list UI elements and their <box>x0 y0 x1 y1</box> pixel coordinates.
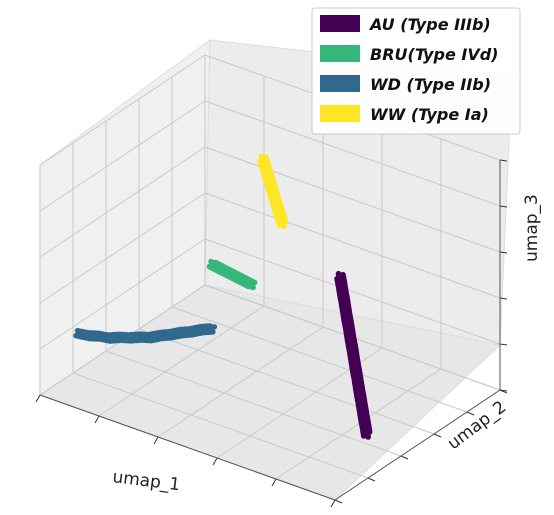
legend-frame <box>311 7 521 135</box>
data-point <box>207 323 213 329</box>
y-axis-tick <box>499 389 508 394</box>
data-point <box>250 284 256 291</box>
y-axis-tick <box>466 411 475 416</box>
grid-line <box>105 350 402 457</box>
legend-label-ww: WW (Type Ia) <box>370 105 489 124</box>
grid-line <box>98 305 265 417</box>
z-axis-label: umap_3 <box>522 194 542 262</box>
y-axis-tick <box>400 455 409 460</box>
legend-swatch-au <box>320 15 360 32</box>
data-point <box>362 428 369 434</box>
data-point <box>247 278 253 285</box>
grid-line <box>72 372 369 479</box>
data-point <box>281 223 287 230</box>
grid-line <box>204 192 501 299</box>
y-axis-tick <box>367 477 376 482</box>
legend-swatch-wd <box>320 75 360 92</box>
grid-line <box>171 306 468 413</box>
grid-line <box>275 368 442 480</box>
x-axis-tick <box>94 415 100 424</box>
axis-ticks <box>35 159 508 508</box>
data-point <box>245 283 252 290</box>
data-point <box>360 433 367 439</box>
grid-line <box>39 54 206 166</box>
x-axis-tick <box>212 457 218 466</box>
legend-label-wd: WD (Type IIb) <box>370 75 491 94</box>
y-axis-tick <box>433 433 442 438</box>
x-axis-tick <box>153 436 159 445</box>
z-axis-tick <box>499 205 508 208</box>
data-point <box>282 218 289 225</box>
z-axis-tick <box>499 297 508 300</box>
grid-line <box>204 100 501 207</box>
data-point <box>365 434 372 440</box>
y-axis-tick <box>334 499 343 504</box>
data-point <box>205 328 212 334</box>
data-point <box>251 279 258 286</box>
data-point <box>211 324 218 330</box>
data-point <box>276 222 283 229</box>
x-axis-line <box>39 394 336 501</box>
z-axis-tick <box>499 343 508 346</box>
grid-line <box>39 192 206 304</box>
x-axis-tick <box>330 499 336 508</box>
legend-label-au: AU (Type IIIb) <box>368 15 491 34</box>
x-axis-tick <box>35 394 41 403</box>
data-point <box>210 329 216 335</box>
grid-line <box>204 238 501 345</box>
y-axis-line <box>334 389 501 501</box>
grid-line <box>39 100 206 212</box>
grid-line <box>138 328 435 435</box>
data-point <box>278 217 284 224</box>
legend-swatch-bru <box>320 45 360 62</box>
z-axis-tick <box>499 251 508 254</box>
data-points <box>73 153 373 440</box>
grid-line <box>204 146 501 253</box>
data-point <box>366 429 373 435</box>
grid-line <box>39 238 206 350</box>
grid-line <box>157 326 324 438</box>
x-axis-label: umap_1 <box>111 467 181 495</box>
z-axis-tick <box>499 159 508 162</box>
legend-swatch-ww <box>320 105 360 122</box>
chart-legend: AU (Type IIIb) BRU(Type IVd) WD (Type II… <box>311 7 521 135</box>
grid-line <box>39 146 206 258</box>
legend-label-bru: BRU(Type IVd) <box>370 45 499 64</box>
x-axis-tick <box>271 478 277 487</box>
